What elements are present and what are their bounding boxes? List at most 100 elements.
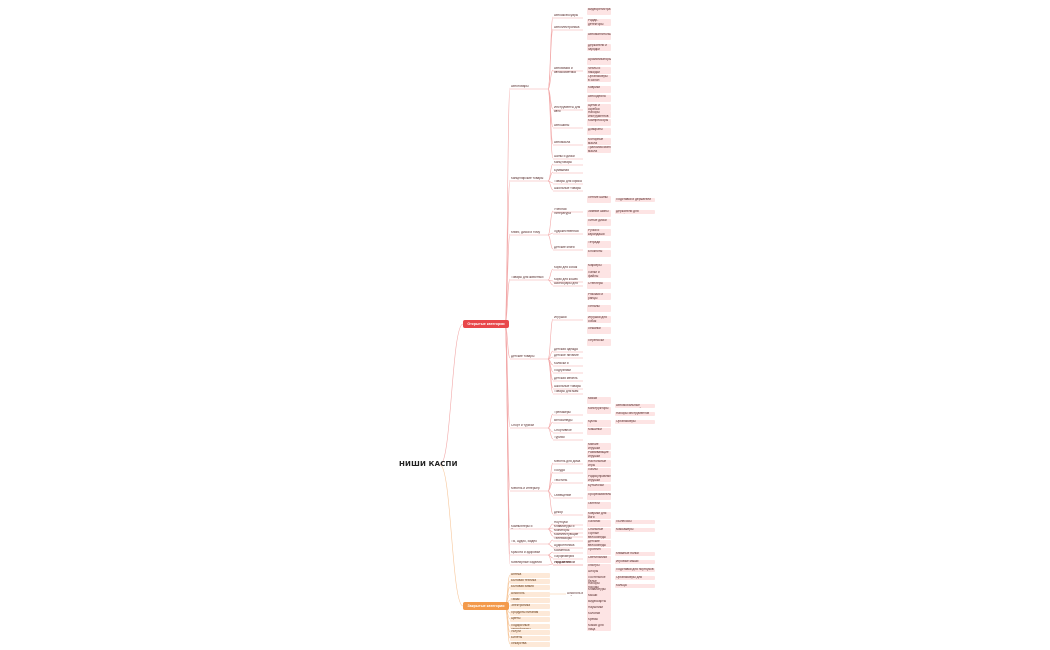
closed-category-node[interactable]: Аптека [510, 573, 550, 578]
leaf-node[interactable]: Мягкие игрушки [587, 443, 611, 450]
category-node[interactable]: Мебель и интерьер [511, 487, 540, 490]
deep-node[interactable]: Книжные полки [615, 552, 655, 556]
closed-category-node[interactable]: Лекарства [510, 642, 550, 647]
leaf-node[interactable]: Коврики для йоги [587, 512, 611, 519]
leaf-node[interactable]: Мыши [587, 594, 611, 601]
leaf-node[interactable]: Светильники [587, 556, 611, 563]
leaf-node[interactable]: Органайзеры в салон [587, 75, 611, 82]
leaf-node[interactable]: Маркеры [587, 264, 611, 271]
leaf-node[interactable]: Бутылочки [587, 484, 611, 491]
leaf-node[interactable]: Машинки [587, 428, 611, 435]
closed-category-node[interactable]: Бытовая химия [510, 585, 550, 590]
closed-category-node[interactable]: Бытовая техника [510, 579, 550, 584]
leaf-node[interactable]: Пазлы [587, 468, 611, 475]
closed-category-node[interactable]: Услуги [510, 630, 550, 635]
closed-category-node[interactable]: Подарочные сертификаты [510, 624, 550, 629]
subcategory-node[interactable]: Канцтовары [554, 161, 572, 164]
leaf-node[interactable]: Наборы инструментов [587, 111, 611, 118]
subcategory-node[interactable]: Украшения [554, 561, 571, 564]
leaf-node[interactable]: Колонки [587, 612, 611, 619]
deep-node[interactable]: Пылесосы [615, 520, 655, 524]
leaf-node[interactable]: Щетки и скребки [587, 104, 611, 111]
subcategory-node[interactable]: Автоаксессуары [554, 14, 579, 17]
subcategory-node[interactable]: Автошины [554, 124, 570, 127]
subcategory-node[interactable]: Спортивное питание [554, 429, 572, 433]
subcategory-node[interactable]: Автомасла [554, 141, 571, 144]
subcategory-node[interactable]: Мониторы [554, 529, 570, 532]
leaf-node[interactable]: Настольные игры [587, 460, 611, 467]
leaf-node[interactable]: Постельное белье [587, 576, 611, 583]
subcategory-node[interactable]: Школьные товары [554, 187, 581, 190]
leaf-node[interactable]: Компрессоры [587, 119, 611, 126]
leaf-node[interactable]: Ручки и карандаши [587, 229, 611, 236]
leaf-node[interactable]: Коврики [587, 86, 611, 93]
leaf-node[interactable]: Развивающие игрушки [587, 451, 611, 458]
subcategory-node[interactable]: Уход за телом [554, 561, 575, 564]
subcategory-node[interactable]: Корм для кошек [554, 278, 578, 281]
leaf-node[interactable]: Шторы [587, 570, 611, 577]
subcategory-node[interactable]: Текстиль [554, 479, 568, 482]
subcategory-node[interactable]: Товары для офиса [554, 180, 582, 183]
category-node[interactable]: Компьютеры и Периферия [511, 525, 533, 529]
category-node[interactable]: Канцелярские товары [511, 177, 544, 180]
closed-category-node[interactable]: Табак [510, 598, 550, 603]
subcategory-node[interactable]: Клавиатуры и мыши [554, 525, 575, 529]
subcategory-node[interactable]: Туризм [554, 436, 565, 439]
leaf-node[interactable]: Летние шины [587, 196, 611, 203]
leaf-node[interactable]: Автомагнитолы [587, 33, 611, 40]
deep-node[interactable]: Наборы инструментов [615, 412, 655, 416]
deep-node[interactable]: Автомобильные зарядные устройства [615, 404, 655, 408]
subcategory-node[interactable]: Учебная литература [554, 208, 571, 215]
closed-category-node[interactable]: Продукты питания [510, 611, 550, 616]
leaf-node[interactable]: Горные велосипеды [587, 532, 611, 539]
closed-category-node[interactable]: Электроника [510, 604, 550, 609]
subcategory-node[interactable]: Товары для мам [554, 390, 579, 393]
leaf-node[interactable]: Видеокарты [587, 600, 611, 607]
leaf-node[interactable]: Литые диски [587, 219, 611, 226]
subcategory-node[interactable]: Корм для собак [554, 266, 578, 269]
deep-node[interactable]: Органайзеры для косметики [615, 576, 655, 580]
subcategory-node[interactable]: Велосипеды [554, 419, 573, 422]
leaf-node[interactable]: Зимние шины [587, 210, 611, 217]
closed-category-node[interactable]: Цветы [510, 617, 550, 622]
leaf-node[interactable]: Степлеры [587, 282, 611, 289]
branch-closed-categories[interactable]: Закрытые категории [463, 602, 509, 610]
leaf-node[interactable]: Куклы [587, 420, 611, 427]
leaf-node[interactable]: Радар-детекторы [587, 19, 611, 26]
leaf-node[interactable]: Игрушки для собак [587, 316, 611, 323]
leaf-node[interactable]: Люстры [587, 564, 611, 571]
category-node[interactable]: Красота и здоровье [511, 551, 541, 554]
subcategory-node[interactable]: Автоэлектроника [554, 26, 580, 29]
leaf-node[interactable]: Трансмиссионные масла [587, 146, 611, 153]
leaf-node[interactable]: Ароматизаторы [587, 58, 611, 65]
leaf-node[interactable]: Протеин [587, 548, 611, 555]
deep-node[interactable]: Игровые мыши [615, 560, 655, 564]
subcategory-node[interactable]: Детская мебель [554, 377, 578, 380]
subcategory-node[interactable]: Детское питание [554, 354, 579, 357]
subcategory-node[interactable]: Детская одежда [554, 348, 578, 351]
subcategory-node[interactable]: Художественная литература [554, 230, 579, 234]
subcategory-node[interactable]: Декор [554, 511, 563, 514]
leaf-node[interactable]: Автоодеяла [587, 95, 611, 102]
leaf-node[interactable]: Гантели [587, 502, 611, 509]
closed-category-node[interactable]: Алкоголь [510, 592, 550, 597]
leaf-node[interactable]: Блокноты [587, 250, 611, 257]
branch-open-categories[interactable]: Открытые категории [463, 320, 509, 328]
category-node[interactable]: Ювелирные изделия [511, 561, 542, 564]
subcategory-node[interactable]: Автохимия и автокосметика [554, 67, 576, 74]
subcategory-node[interactable]: Тренажеры [554, 411, 571, 414]
leaf-node[interactable]: Конструкторы [587, 407, 611, 414]
deep-node[interactable]: Кольца [615, 584, 655, 588]
leaf-node[interactable]: Прорезыватели [587, 493, 611, 500]
subcategory-node[interactable]: Игрушки [554, 316, 567, 319]
deep-node[interactable]: Массажеры [615, 528, 655, 532]
deep-node[interactable]: Подставки для ноутбуков [615, 568, 655, 572]
subcategory-node[interactable]: Освещение [554, 494, 572, 497]
leaf-node[interactable]: Кремы [587, 618, 611, 625]
subcategory-node[interactable]: Комплектующие [554, 533, 579, 536]
subcategory-node[interactable]: Парфюмерия [554, 555, 575, 558]
leaf-node[interactable]: Папки и файлы [587, 271, 611, 278]
closed-category-node[interactable]: Билеты [510, 636, 550, 641]
category-node[interactable]: Книги, диски и тому [511, 231, 541, 234]
leaf-node[interactable]: Чехлы и накидки [587, 67, 611, 74]
